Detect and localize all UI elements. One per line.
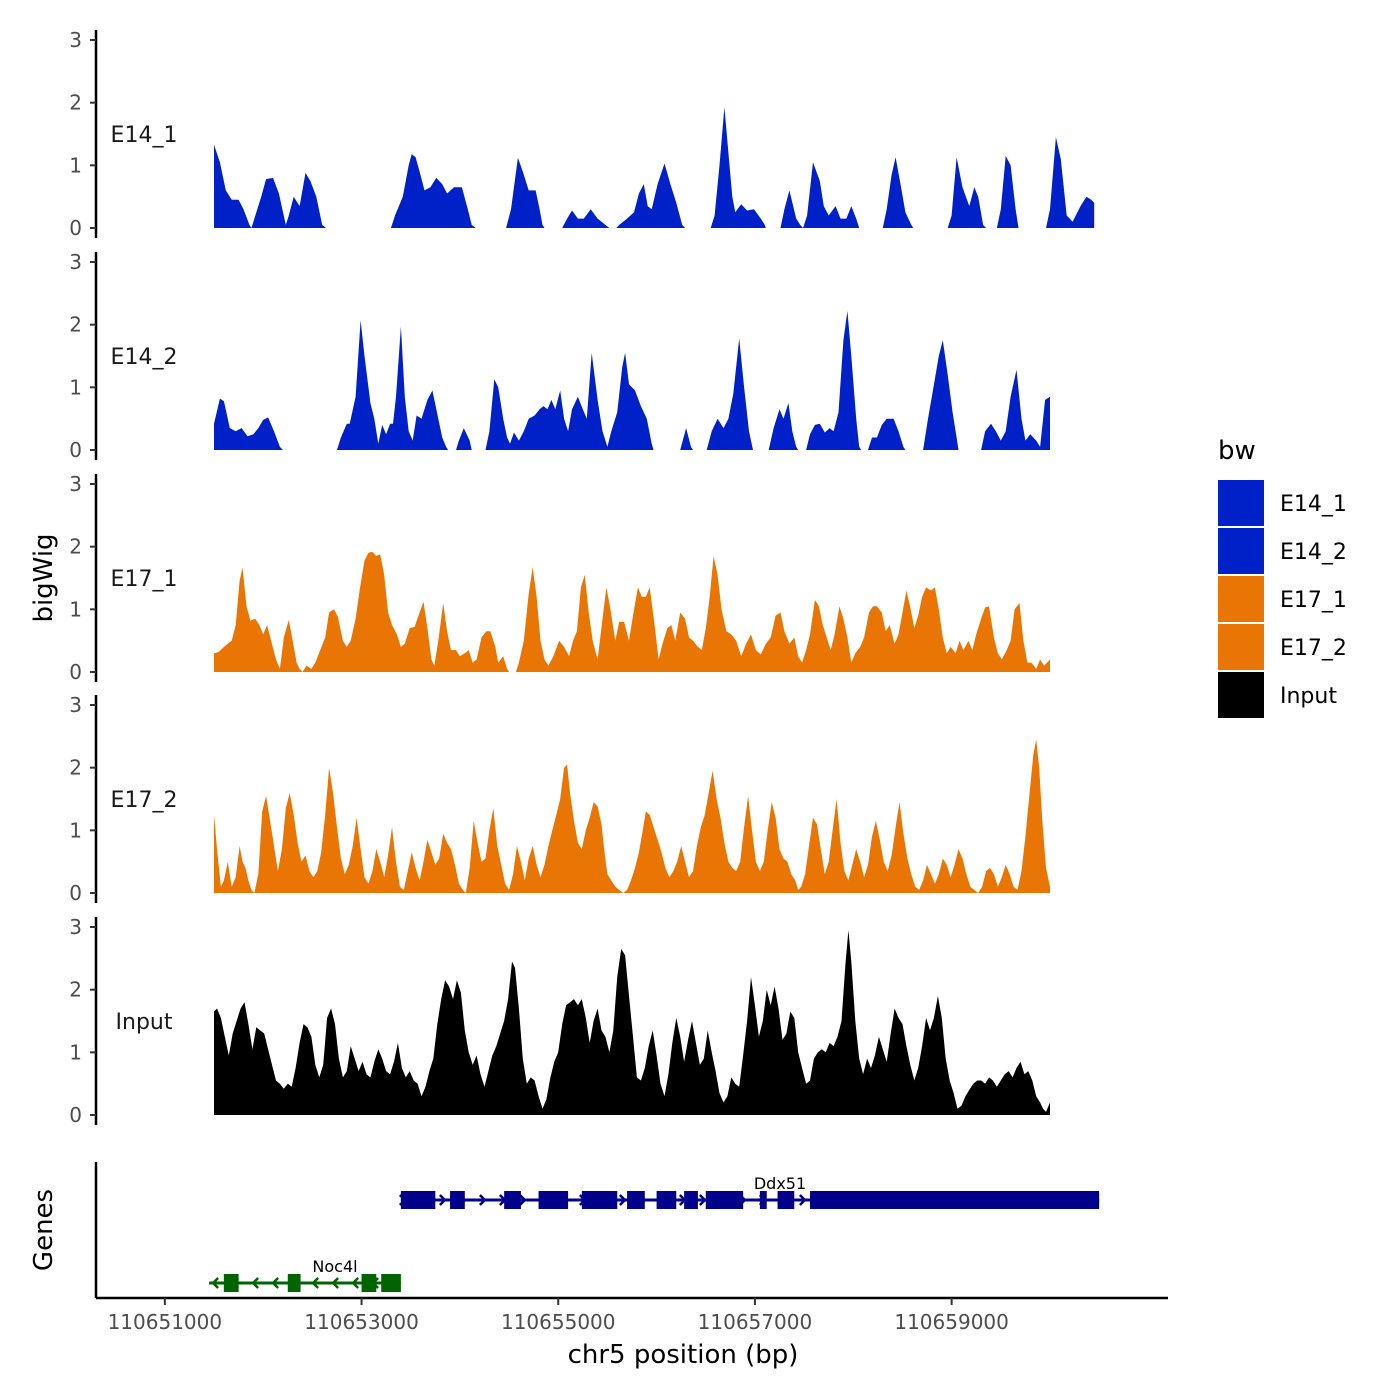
y-tick-label: 3: [69, 693, 82, 717]
strand-arrow: [518, 1194, 527, 1206]
gene-exon: [361, 1274, 377, 1292]
x-tick-label: 110655000: [501, 1310, 616, 1334]
track-e17-2: 0 1 2 3 E17_2: [69, 693, 1050, 905]
y-tick-label: 0: [69, 881, 82, 905]
gene-annotation-track: Ddx51 Noc4l: [94, 1162, 1100, 1298]
legend-label: E14_2: [1280, 540, 1347, 565]
gene-exon: [810, 1191, 1100, 1209]
y-axis-title: bigWig: [29, 533, 59, 622]
coverage-area: [214, 739, 1050, 893]
y-tick-label: 2: [69, 756, 82, 780]
gene-exon: [656, 1191, 677, 1209]
x-axis: 110651000 110653000 110655000 110657000 1106…: [96, 1296, 1168, 1334]
strand-arrow: [271, 1277, 279, 1289]
y-tick-label: 1: [69, 818, 82, 842]
track-label: E14_2: [111, 345, 178, 370]
x-tick-label: 110653000: [304, 1310, 419, 1334]
track-label: E17_1: [111, 567, 178, 592]
gene-label: Noc4l: [312, 1257, 357, 1276]
legend-label: E17_1: [1280, 588, 1347, 613]
legend-swatch: [1218, 480, 1264, 526]
gene-exon: [381, 1274, 401, 1292]
y-tick-label: 2: [69, 535, 82, 559]
coverage-area: [214, 551, 1050, 672]
y-tick-label: 3: [69, 28, 82, 52]
y-tick-label: 1: [69, 1040, 82, 1064]
y-tick-label: 1: [69, 597, 82, 621]
gene-exon: [705, 1191, 744, 1209]
gene-exon: [684, 1191, 698, 1209]
legend: bw E14_1 E14_2 E17_1 E17_2 Input: [1218, 436, 1347, 718]
y-tick-label: 3: [69, 472, 82, 496]
gene-exon: [504, 1191, 521, 1209]
gene-exon: [400, 1191, 436, 1209]
track-e17-1: 0 1 2 3 E17_1: [69, 472, 1050, 684]
gene-exon: [450, 1191, 465, 1209]
strand-arrow: [798, 1194, 807, 1206]
legend-item-e17-2: E17_2: [1218, 624, 1347, 670]
legend-label: E14_1: [1280, 492, 1347, 517]
gene-exon: [223, 1274, 239, 1292]
y-tick-label: 0: [69, 438, 82, 462]
strand-arrow: [251, 1277, 259, 1289]
strand-arrow: [331, 1277, 339, 1289]
y-tick-label: 0: [69, 1103, 82, 1127]
coverage-area: [214, 107, 1095, 228]
x-tick-label: 110657000: [698, 1310, 813, 1334]
x-tick-label: 110651000: [108, 1310, 223, 1334]
legend-item-input: Input: [1218, 672, 1337, 718]
legend-swatch: [1218, 576, 1264, 622]
track-e14-1: 0 1 2 3 E14_1: [69, 28, 1095, 240]
y-tick-label: 2: [69, 313, 82, 337]
track-e14-2: 0 1 2 3 E14_2: [69, 250, 1050, 462]
y-tick-label: 2: [69, 978, 82, 1002]
gene-exon: [287, 1274, 301, 1292]
gene-exon: [538, 1191, 569, 1209]
track-input: 0 1 2 3 Input: [69, 915, 1050, 1127]
legend-swatch: [1218, 528, 1264, 574]
gene-exon: [759, 1191, 767, 1209]
genes-axis-title: Genes: [29, 1189, 59, 1271]
legend-item-e14-1: E14_1: [1218, 480, 1347, 526]
y-tick-label: 0: [69, 216, 82, 240]
legend-label: Input: [1280, 684, 1337, 709]
y-tick-label: 1: [69, 153, 82, 177]
y-tick-label: 1: [69, 375, 82, 399]
legend-label: E17_2: [1280, 636, 1347, 661]
gene-exon: [777, 1191, 795, 1209]
legend-item-e14-2: E14_2: [1218, 528, 1347, 574]
y-tick-label: 3: [69, 915, 82, 939]
coverage-area: [214, 310, 1050, 450]
strand-arrow: [698, 1194, 707, 1206]
strand-arrow: [618, 1194, 627, 1206]
track-label: E14_1: [111, 123, 178, 148]
x-tick-label: 110659000: [894, 1310, 1009, 1334]
strand-arrow: [211, 1277, 219, 1289]
coverage-tracks: 0 1 2 3 E14_1 0 1 2 3 E14_2 0 1 2 3 E17_1 0 1 2 3 E17_2 0 1 2 3…: [69, 28, 1095, 1127]
track-label: Input: [116, 1010, 173, 1035]
gene-exon: [581, 1191, 618, 1209]
strand-arrow: [311, 1277, 319, 1289]
y-tick-label: 0: [69, 660, 82, 684]
legend-swatch: [1218, 624, 1264, 670]
legend-title: bw: [1218, 436, 1256, 466]
gene-exon: [627, 1191, 645, 1209]
x-axis-title: chr5 position (bp): [568, 1340, 799, 1370]
strand-arrow: [438, 1194, 447, 1206]
gene-ddx51: Ddx51: [398, 1174, 1100, 1209]
y-tick-label: 2: [69, 91, 82, 115]
gene-label: Ddx51: [754, 1174, 806, 1193]
legend-item-e17-1: E17_1: [1218, 576, 1347, 622]
strand-arrow: [478, 1194, 487, 1206]
strand-arrow: [351, 1277, 359, 1289]
coverage-area: [214, 930, 1050, 1115]
track-label: E17_2: [111, 788, 178, 813]
y-tick-label: 3: [69, 250, 82, 274]
gene-noc4l: Noc4l: [209, 1257, 401, 1292]
legend-swatch: [1218, 672, 1264, 718]
